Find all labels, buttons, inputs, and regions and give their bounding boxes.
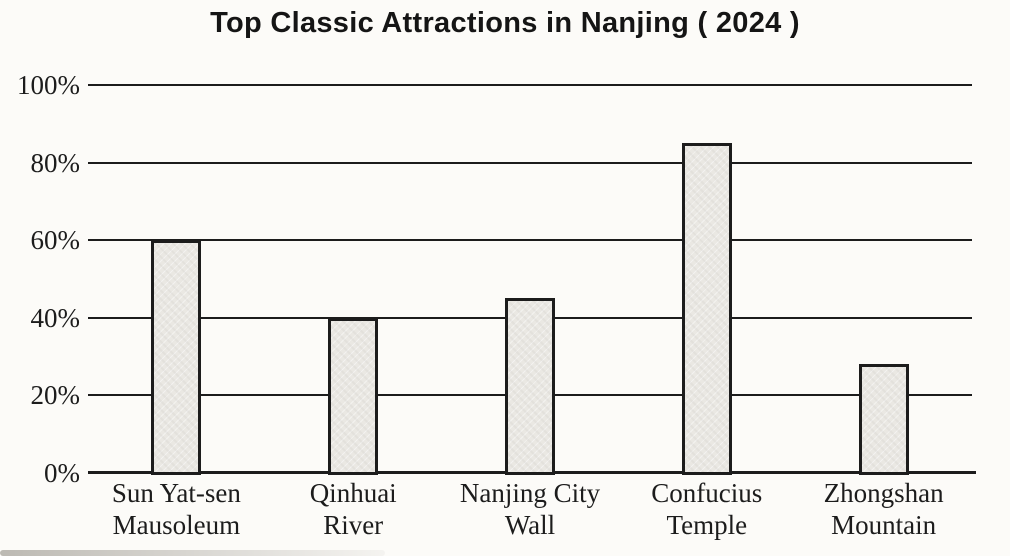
ytick-label-60pct: 60% bbox=[30, 225, 81, 256]
ytick-label-20pct: 20% bbox=[30, 380, 81, 411]
plot-area bbox=[88, 84, 976, 475]
ytick-label-0pct: 0% bbox=[44, 458, 80, 488]
xlabel-sun-yat-sen-mausoleum: Sun Yat-sen Mausoleum bbox=[111, 478, 241, 540]
chart-title: Top Classic Attractions in Nanjing ( 202… bbox=[210, 7, 800, 39]
scan-artifact bbox=[0, 550, 385, 556]
gridline-80pct bbox=[88, 161, 972, 164]
xlabel-nanjing-city-wall: Nanjing City Wall bbox=[459, 478, 601, 540]
xlabel-qinhuai-river: Qinhuai River bbox=[309, 478, 397, 540]
bar-zhongshan-mountain bbox=[858, 364, 909, 475]
bar-qinhuai-river bbox=[328, 317, 379, 475]
bar-sun-yat-sen-mausoleum bbox=[151, 240, 202, 475]
gridline-60pct bbox=[88, 239, 972, 242]
xlabel-zhongshan-mountain: Zhongshan Mountain bbox=[823, 478, 944, 540]
bar-nanjing-city-wall bbox=[505, 298, 555, 475]
gridline-100pct bbox=[88, 84, 972, 86]
ytick-label-40pct: 40% bbox=[30, 302, 81, 333]
ytick-label-80pct: 80% bbox=[30, 147, 81, 178]
bar-confucius-temple bbox=[681, 143, 732, 475]
ytick-label-100pct: 100% bbox=[17, 70, 80, 100]
xlabel-confucius-temple: Confucius Temple bbox=[651, 478, 763, 540]
